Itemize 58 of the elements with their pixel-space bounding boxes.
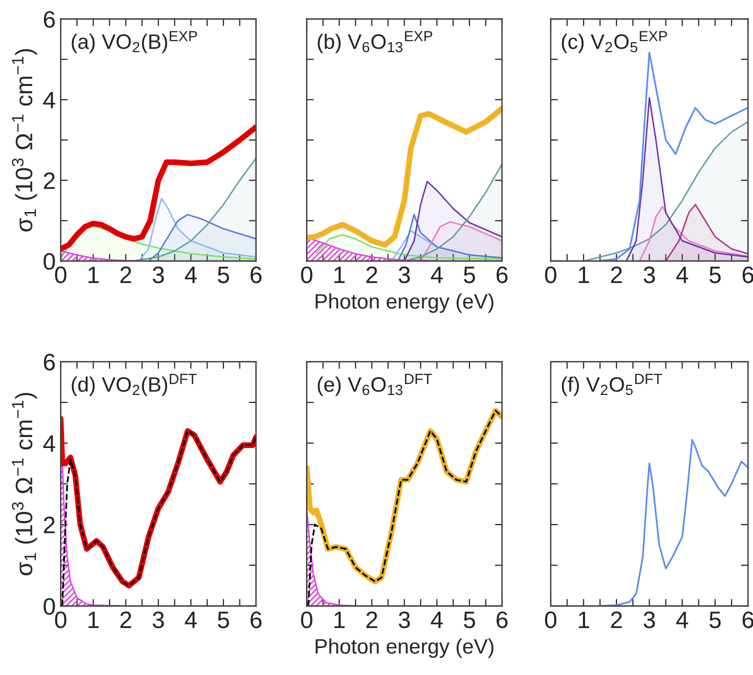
x-tick-label: 5 — [218, 612, 230, 628]
x-tick-label: 6 — [250, 611, 262, 628]
x-tick-label: 5 — [464, 266, 476, 284]
x-tick-label: 3 — [644, 611, 655, 628]
y-tick-label: 4 — [43, 435, 56, 452]
x-tick-label: 3 — [152, 611, 164, 628]
x-tick-label: 5 — [464, 612, 476, 628]
x-tick-label: 6 — [250, 266, 262, 284]
text: (d) VO$_{2}$(B)$^{DFT}$ — [72, 374, 197, 396]
x-tick-label: 2 — [611, 266, 622, 283]
x-tick-label: 2 — [366, 266, 378, 283]
x-tick-label: 5 — [218, 266, 230, 284]
x-tick-label: 2 — [366, 611, 378, 628]
x-tick-label: 0 — [55, 611, 66, 628]
x-tick-label: 4 — [184, 266, 197, 283]
y-tick-label: 4 — [43, 92, 56, 108]
text: σ$_{1}$ (10$^{3}$ Ω$^{−1}$ cm$^{−1}$) — [12, 49, 38, 232]
x-tick-label: 3 — [398, 611, 410, 628]
y-tick-label: 2 — [44, 516, 55, 534]
x-tick-label: 1 — [88, 266, 99, 283]
x-tick-label: 5 — [709, 266, 721, 284]
x-tick-label: 4 — [430, 612, 443, 628]
x-tick-label: 2 — [611, 611, 622, 628]
text: (b) V$_{6}$O$_{13}$$^{EXP}$ — [318, 31, 432, 54]
x-tick-label: 1 — [334, 266, 345, 283]
x-tick-label: 1 — [334, 612, 345, 628]
x-tick-label: 4 — [676, 266, 688, 283]
x-tick-label: 1 — [578, 266, 589, 283]
x-tick-label: 4 — [184, 612, 197, 628]
x-tick-label: 5 — [709, 612, 721, 628]
x-tick-label: 2 — [120, 611, 132, 628]
x-tick-label: 3 — [398, 266, 410, 284]
x-axis-title: Photon energy (eV) — [316, 293, 494, 313]
x-tick-label: 0 — [301, 266, 312, 284]
x-tick-label: 3 — [644, 266, 655, 284]
y-tick-label: 0 — [44, 598, 55, 615]
x-tick-label: 2 — [120, 266, 132, 283]
text: (c) V$_{2}$O$_{5}$$^{EXP}$ — [562, 31, 668, 54]
x-tick-label: 4 — [430, 266, 443, 283]
y-tick-label: 2 — [44, 172, 55, 189]
x-tick-label: 0 — [545, 266, 556, 284]
x-tick-label: 3 — [152, 266, 164, 284]
text: (e) V$_{6}$O$_{13}$$^{DFT}$ — [318, 374, 432, 396]
y-tick-label: 0 — [44, 253, 55, 270]
x-axis-title: Photon energy (eV) — [316, 638, 494, 658]
y-tick-label: 6 — [44, 354, 55, 370]
x-tick-label: 4 — [676, 612, 688, 628]
x-tick-label: 6 — [496, 266, 508, 284]
x-tick-label: 6 — [496, 611, 508, 628]
y-tick-label: 6 — [44, 11, 55, 28]
x-tick-label: 0 — [545, 611, 556, 628]
text: (a) VO$_{2}$(B)$^{EXP}$ — [72, 31, 198, 54]
x-tick-label: 1 — [578, 612, 589, 628]
x-tick-label: 0 — [301, 611, 312, 628]
text: σ$_{1}$ (10$^{3}$ Ω$^{−1}$ cm$^{−1}$) — [12, 392, 38, 576]
text: (f) V$_{2}$O$_{5}$$^{DFT}$ — [562, 374, 662, 396]
x-tick-label: 0 — [55, 266, 66, 284]
x-tick-label: 1 — [88, 612, 99, 628]
